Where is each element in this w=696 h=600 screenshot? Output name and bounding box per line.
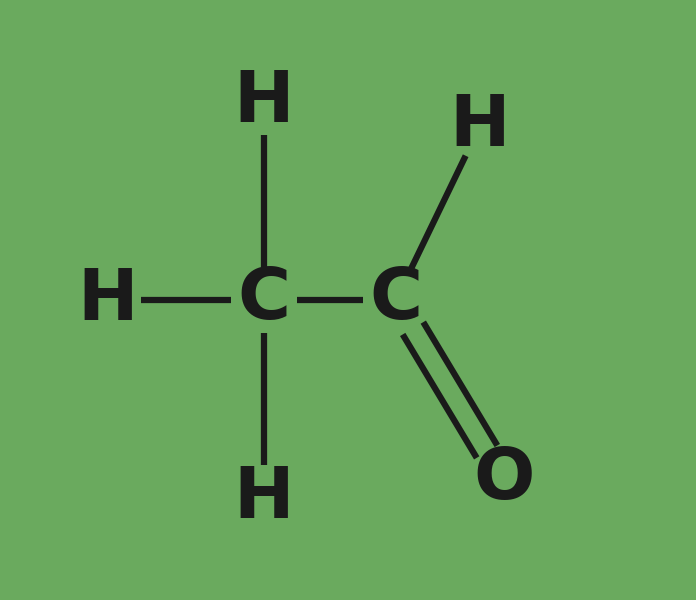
Text: O: O <box>473 445 535 514</box>
Text: H: H <box>450 91 510 160</box>
Text: H: H <box>234 463 294 533</box>
Text: C: C <box>370 265 422 335</box>
Text: H: H <box>78 265 139 335</box>
Text: C: C <box>237 265 290 335</box>
Text: H: H <box>234 67 294 136</box>
